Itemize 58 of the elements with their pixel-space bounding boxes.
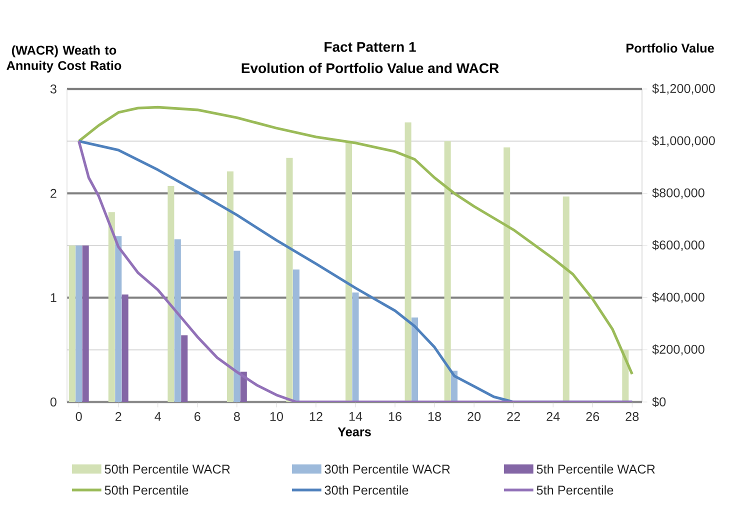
legend-label: 30th Percentile xyxy=(324,485,408,495)
chart-subtitle: Evolution of Portfolio Value and WACR xyxy=(242,62,499,74)
line-series xyxy=(78,106,634,376)
bar xyxy=(181,335,188,402)
y-tick-label: 1 xyxy=(50,293,56,302)
bar xyxy=(115,236,122,402)
bar xyxy=(346,141,352,402)
bar xyxy=(562,196,570,402)
x-tick-label: 14 xyxy=(349,412,362,421)
bar xyxy=(108,212,115,402)
legend-label: 30th Percentile WACR xyxy=(324,464,450,474)
chart-title: Fact Pattern 1 xyxy=(324,42,416,52)
y2-tick-label: $1,200,000 xyxy=(652,83,715,95)
x-axis-title: Years xyxy=(338,427,371,436)
bar xyxy=(352,292,359,402)
x-tick-label: 8 xyxy=(234,412,240,422)
y2-tick-label: $200,000 xyxy=(652,344,704,356)
y-tick-label: 2 xyxy=(50,188,56,198)
bar xyxy=(122,294,128,402)
bar xyxy=(174,239,181,402)
y2-tick-label: $0 xyxy=(652,396,666,408)
legend-label: 50th Percentile WACR xyxy=(104,464,230,474)
y-axis-title: (WACR) Weath to Annuity Cost Ratio xyxy=(6,45,122,73)
y2-tick-label: $600,000 xyxy=(652,240,704,252)
x-tick-label: 10 xyxy=(270,412,283,422)
x-tick-label: 4 xyxy=(154,412,162,421)
x-tick-label: 28 xyxy=(626,412,639,422)
x-tick-label: 26 xyxy=(586,412,600,422)
y2-tick-label: $400,000 xyxy=(652,292,704,304)
x-tick-label: 18 xyxy=(428,412,442,422)
x-tick-label: 6 xyxy=(194,412,200,422)
bar xyxy=(504,147,510,402)
bar xyxy=(68,245,76,402)
bar xyxy=(412,317,418,402)
bar xyxy=(168,186,174,402)
x-tick-label: 22 xyxy=(507,412,520,421)
y2-axis-title: Portfolio Value xyxy=(626,43,714,53)
x-tick-label: 16 xyxy=(388,412,402,422)
x-tick-label: 0 xyxy=(76,412,82,422)
bar xyxy=(404,122,412,402)
x-tick-label: 2 xyxy=(115,412,122,421)
bar xyxy=(286,158,293,402)
x-tick-label: 20 xyxy=(468,412,481,422)
legend-label: 5th Percentile xyxy=(536,485,614,495)
bar xyxy=(234,250,240,402)
y-tick-label: 0 xyxy=(50,398,56,406)
legend-label: 5th Percentile WACR xyxy=(536,464,655,474)
y2-tick-label: $1,000,000 xyxy=(652,136,715,147)
bar xyxy=(76,245,82,402)
legend-label: 50th Percentile xyxy=(104,485,188,495)
y2-tick-label: $800,000 xyxy=(652,188,704,199)
x-tick-label: 12 xyxy=(310,412,322,421)
bar xyxy=(82,245,89,402)
x-tick-label: 24 xyxy=(546,412,560,421)
bar xyxy=(444,141,451,402)
bar xyxy=(292,270,300,402)
y-tick-label: 3 xyxy=(50,84,56,94)
bar xyxy=(226,171,234,402)
